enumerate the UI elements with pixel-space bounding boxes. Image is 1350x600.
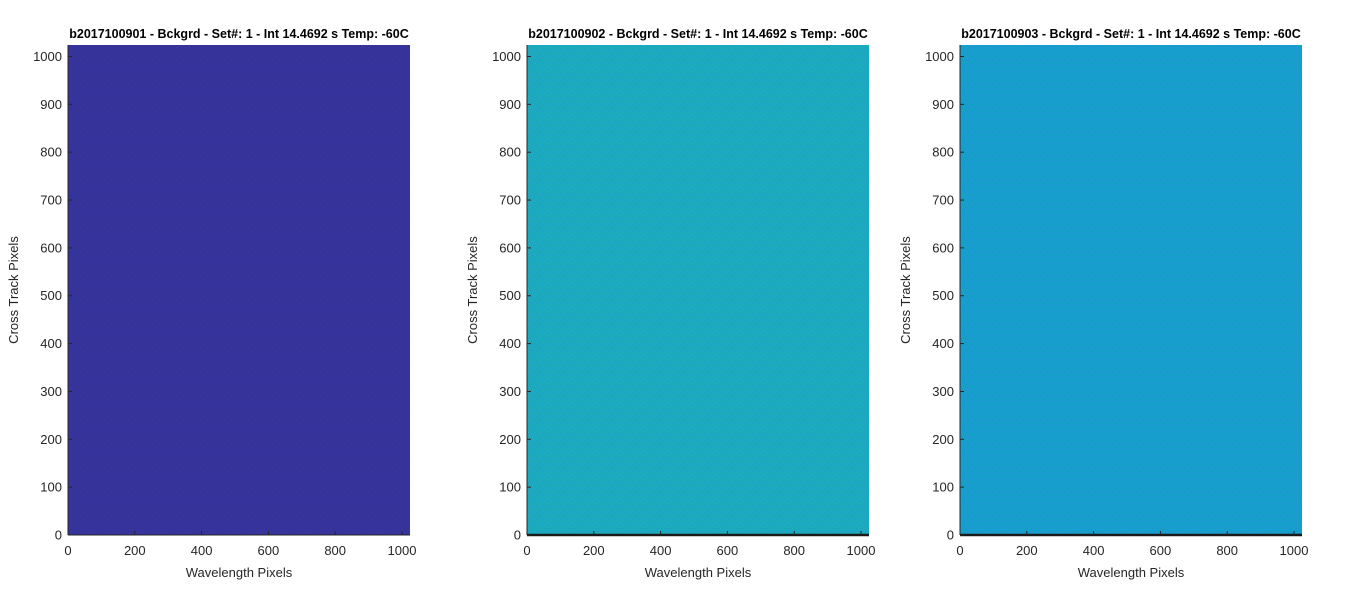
- y-tick-label: 300: [499, 384, 521, 399]
- y-tick-label: 1000: [925, 49, 954, 64]
- y-tick-label: 1000: [33, 49, 62, 64]
- y-tick-label: 100: [499, 480, 521, 495]
- y-tick-label: 400: [40, 336, 62, 351]
- x-tick-label: 1000: [388, 543, 417, 558]
- y-tick-label: 0: [55, 528, 62, 543]
- y-tick-label: 100: [932, 480, 954, 495]
- x-tick-label: 600: [258, 543, 280, 558]
- y-tick-label: 900: [40, 97, 62, 112]
- y-tick-label: 800: [40, 145, 62, 160]
- x-tick-label: 0: [64, 543, 71, 558]
- y-tick-label: 800: [932, 145, 954, 160]
- y-tick-label: 500: [499, 288, 521, 303]
- x-axis-label: Wavelength Pixels: [186, 565, 293, 580]
- y-tick-label: 600: [40, 240, 62, 255]
- y-tick-label: 500: [40, 288, 62, 303]
- x-tick-label: 1000: [847, 543, 876, 558]
- y-tick-label: 300: [932, 384, 954, 399]
- x-axis-label: Wavelength Pixels: [645, 565, 752, 580]
- y-tick-label: 800: [499, 145, 521, 160]
- chart-title: b2017100903 - Bckgrd - Set#: 1 - Int 14.…: [961, 27, 1301, 41]
- y-tick-label: 200: [499, 432, 521, 447]
- y-axis-label: Cross Track Pixels: [6, 236, 21, 344]
- y-tick-label: 200: [40, 432, 62, 447]
- y-tick-label: 700: [40, 193, 62, 208]
- y-tick-label: 200: [932, 432, 954, 447]
- x-tick-label: 800: [324, 543, 346, 558]
- x-tick-label: 400: [191, 543, 213, 558]
- x-tick-label: 800: [783, 543, 805, 558]
- x-tick-label: 400: [1083, 543, 1105, 558]
- y-axis-label: Cross Track Pixels: [465, 236, 480, 344]
- y-tick-label: 1000: [492, 49, 521, 64]
- x-tick-label: 600: [1150, 543, 1172, 558]
- chart-title: b2017100901 - Bckgrd - Set#: 1 - Int 14.…: [69, 27, 409, 41]
- x-tick-label: 0: [956, 543, 963, 558]
- y-tick-label: 0: [947, 528, 954, 543]
- y-tick-label: 700: [499, 193, 521, 208]
- heatmap-image: [68, 45, 410, 535]
- x-tick-label: 200: [583, 543, 605, 558]
- y-tick-label: 600: [932, 240, 954, 255]
- chart-panel-1: b2017100901 - Bckgrd - Set#: 1 - Int 14.…: [6, 27, 416, 580]
- y-axis-label: Cross Track Pixels: [898, 236, 913, 344]
- x-tick-label: 400: [650, 543, 672, 558]
- y-tick-label: 400: [499, 336, 521, 351]
- y-tick-label: 700: [932, 193, 954, 208]
- y-tick-label: 500: [932, 288, 954, 303]
- y-tick-label: 900: [499, 97, 521, 112]
- y-tick-label: 400: [932, 336, 954, 351]
- x-tick-label: 1000: [1280, 543, 1309, 558]
- x-tick-label: 800: [1216, 543, 1238, 558]
- y-tick-label: 600: [499, 240, 521, 255]
- heatmap-image: [527, 45, 869, 535]
- heatmap-image: [960, 45, 1302, 535]
- x-tick-label: 0: [523, 543, 530, 558]
- y-tick-label: 300: [40, 384, 62, 399]
- y-tick-label: 100: [40, 480, 62, 495]
- y-tick-label: 900: [932, 97, 954, 112]
- chart-title: b2017100902 - Bckgrd - Set#: 1 - Int 14.…: [528, 27, 868, 41]
- chart-panel-2: b2017100902 - Bckgrd - Set#: 1 - Int 14.…: [465, 27, 875, 580]
- x-tick-label: 600: [717, 543, 739, 558]
- y-tick-label: 0: [514, 528, 521, 543]
- x-tick-label: 200: [1016, 543, 1038, 558]
- x-tick-label: 200: [124, 543, 146, 558]
- x-axis-label: Wavelength Pixels: [1078, 565, 1185, 580]
- chart-panel-3: b2017100903 - Bckgrd - Set#: 1 - Int 14.…: [898, 27, 1308, 580]
